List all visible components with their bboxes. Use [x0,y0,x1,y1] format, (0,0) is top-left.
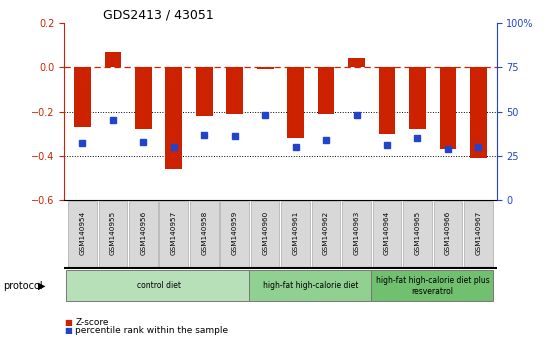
Text: ■: ■ [64,318,72,327]
FancyBboxPatch shape [68,201,97,268]
Bar [470,67,487,158]
Text: percentile rank within the sample: percentile rank within the sample [75,326,228,336]
Bar [409,67,426,129]
Text: GSM140954: GSM140954 [79,211,85,255]
Text: GSM140961: GSM140961 [292,211,299,255]
Bar [318,67,334,114]
Text: GSM140959: GSM140959 [232,211,238,255]
Bar [257,67,273,69]
Bar [227,67,243,114]
FancyBboxPatch shape [66,270,249,301]
FancyBboxPatch shape [220,201,249,268]
FancyBboxPatch shape [403,201,432,268]
Text: GSM140962: GSM140962 [323,211,329,255]
Text: GSM140958: GSM140958 [201,211,207,255]
Bar [165,67,182,169]
Bar [379,67,396,133]
FancyBboxPatch shape [129,201,158,268]
Text: GSM140957: GSM140957 [171,211,177,255]
FancyBboxPatch shape [249,270,371,301]
Text: GSM140960: GSM140960 [262,211,268,255]
Text: GSM140955: GSM140955 [110,211,116,255]
FancyBboxPatch shape [371,270,493,301]
FancyBboxPatch shape [190,201,219,268]
Text: GSM140956: GSM140956 [141,211,146,255]
Text: control diet: control diet [137,281,181,290]
Bar [287,67,304,138]
Bar [104,52,121,67]
Text: GSM140967: GSM140967 [475,211,482,255]
FancyBboxPatch shape [281,201,310,268]
Text: protocol: protocol [3,281,42,291]
Text: GSM140966: GSM140966 [445,211,451,255]
FancyBboxPatch shape [160,201,188,268]
Bar [196,67,213,116]
Text: ▶: ▶ [38,281,45,291]
FancyBboxPatch shape [312,201,340,268]
FancyBboxPatch shape [342,201,371,268]
FancyBboxPatch shape [434,201,462,268]
FancyBboxPatch shape [373,201,401,268]
Bar [135,67,152,129]
FancyBboxPatch shape [464,201,493,268]
FancyBboxPatch shape [99,201,127,268]
FancyBboxPatch shape [251,201,280,268]
Text: GDS2413 / 43051: GDS2413 / 43051 [103,9,214,22]
Bar [74,67,91,127]
Text: high-fat high-calorie diet: high-fat high-calorie diet [263,281,359,290]
Bar [348,58,365,67]
Text: ■: ■ [64,326,72,336]
Text: GSM140963: GSM140963 [354,211,359,255]
Bar [440,67,456,149]
Text: high-fat high-calorie diet plus
resveratrol: high-fat high-calorie diet plus resverat… [376,276,489,296]
Text: Z-score: Z-score [75,318,109,327]
Text: GSM140965: GSM140965 [415,211,420,255]
Text: GSM140964: GSM140964 [384,211,390,255]
